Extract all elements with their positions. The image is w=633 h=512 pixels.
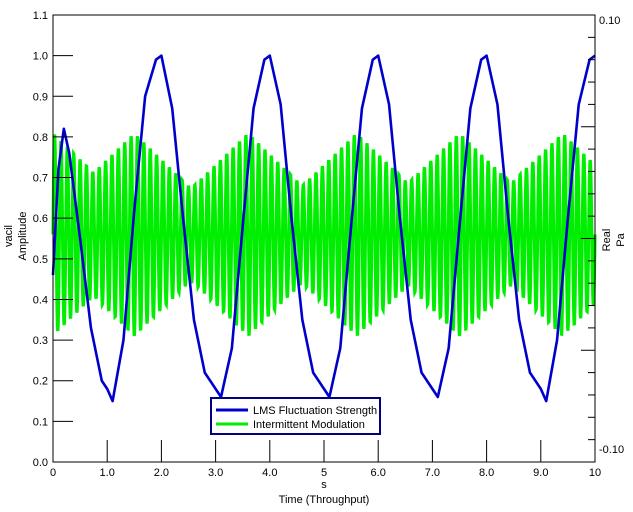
x-tick-label: 2.0 — [154, 467, 169, 479]
x-axis-label: Time (Throughput) — [279, 494, 370, 506]
y-axis-right-unit: Pa — [615, 232, 627, 246]
x-tick-label: 7.0 — [425, 467, 440, 479]
legend-label-lms-fluctuation-strength: LMS Fluctuation Strength — [253, 405, 377, 417]
x-tick-label: 8.0 — [479, 467, 494, 479]
series-line-lms-fluctuation-strength — [51, 54, 596, 403]
y-left-tick-label: 1.0 — [33, 51, 48, 63]
y-left-tick-label: 0.4 — [33, 294, 48, 306]
y-left-tick-label: 0.7 — [33, 173, 48, 185]
y-axis-left-unit: vacil — [3, 225, 15, 247]
y-right-tick-label: -0.10 — [599, 444, 624, 456]
x-tick-label: 5 — [321, 467, 327, 479]
legend-box — [210, 397, 381, 435]
y-left-tick-label: 0.9 — [33, 91, 48, 103]
axes-layer: 0.0 0.1 0.2 0.3 0.4 0.5 0.6 0.7 0.8 0.9 1.0 1.1 0.10… — [33, 10, 624, 479]
y-left-tick-label: 0.3 — [33, 335, 48, 347]
y-axis-right-name: Real — [601, 229, 613, 252]
x-tick-label: 6.0 — [371, 467, 386, 479]
y-left-tick-label: 0.1 — [33, 416, 48, 428]
legend-label-intermittent-modulation: Intermittent Modulation — [253, 419, 365, 431]
x-tick-label: 4.0 — [262, 467, 277, 479]
x-tick-label: 3.0 — [208, 467, 223, 479]
x-tick-label: 1.0 — [100, 467, 115, 479]
y-left-tick-label: 0.2 — [33, 376, 48, 388]
y-left-tick-label: 0.0 — [33, 457, 48, 469]
legend: LMS Fluctuation Strength Intermittent Mo… — [210, 397, 381, 435]
series-layer — [51, 54, 597, 403]
y-left-tick-label: 0.5 — [33, 254, 48, 266]
x-tick-label: 9.0 — [533, 467, 548, 479]
y-left-tick-label: 1.1 — [33, 10, 48, 22]
y-right-tick-label: 0.10 — [599, 15, 620, 27]
y-left-tick-label: 0.6 — [33, 213, 48, 225]
x-axis-unit: s — [321, 479, 327, 491]
x-tick-label: 10 — [589, 467, 601, 479]
series-line-intermittent-modulation — [51, 134, 597, 337]
y-left-tick-label: 0.8 — [33, 132, 48, 144]
x-tick-label: 0 — [50, 467, 56, 479]
y-axis-left-label: Amplitude — [17, 212, 29, 261]
